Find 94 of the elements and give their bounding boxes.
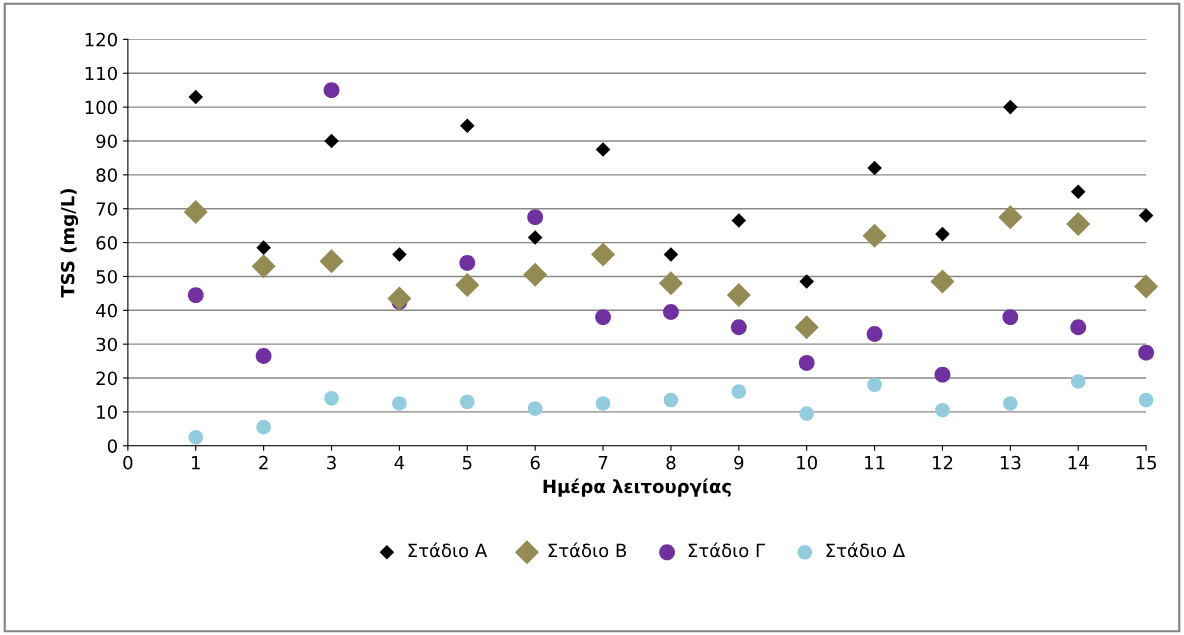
legend-label: Στάδιο Α bbox=[408, 542, 488, 558]
point bbox=[663, 304, 679, 320]
y-tick-label: 120 bbox=[85, 32, 117, 47]
point bbox=[1070, 319, 1087, 336]
y-tick-label: 10 bbox=[97, 405, 117, 420]
point bbox=[1070, 374, 1086, 389]
x-tick-label: 5 bbox=[462, 456, 472, 470]
x-tick-label: 6 bbox=[530, 455, 540, 470]
point bbox=[455, 272, 480, 297]
point bbox=[387, 286, 412, 311]
point bbox=[591, 242, 616, 267]
x-tick-label: 9 bbox=[734, 455, 744, 470]
point bbox=[323, 82, 340, 99]
y-tick-label: 100 bbox=[85, 100, 117, 115]
point bbox=[251, 254, 276, 279]
x-tick-label: 11 bbox=[865, 456, 885, 470]
point bbox=[794, 315, 819, 340]
legend-label: Στάδιο Β bbox=[548, 542, 627, 558]
y-tick-label: 70 bbox=[96, 202, 117, 216]
point bbox=[935, 402, 950, 418]
y-tick-label: 30 bbox=[96, 337, 117, 352]
point bbox=[930, 269, 955, 294]
y-tick-label: 0 bbox=[107, 439, 117, 453]
point bbox=[1134, 274, 1159, 299]
point bbox=[1138, 344, 1155, 361]
point bbox=[256, 240, 271, 255]
x-axis-title: Ημέρα λειτουργίας bbox=[543, 478, 731, 497]
point bbox=[867, 160, 882, 176]
y-tick-label: 90 bbox=[96, 134, 117, 149]
y-tick-label: 50 bbox=[96, 269, 117, 284]
x-tick-label: 0 bbox=[123, 455, 133, 470]
x-tick-label: 3 bbox=[327, 455, 336, 470]
legend-label: Στάδιο Δ bbox=[826, 542, 905, 558]
legend-label: Στάδιο Γ bbox=[688, 542, 765, 558]
point bbox=[663, 247, 679, 262]
point bbox=[527, 401, 543, 416]
x-tick-label: 13 bbox=[1000, 455, 1021, 470]
point bbox=[998, 205, 1023, 230]
y-axis-title: TSS (mg/L) bbox=[60, 189, 79, 298]
point bbox=[595, 309, 611, 325]
point bbox=[459, 254, 476, 271]
y-tick-label: 40 bbox=[96, 303, 117, 318]
point bbox=[663, 392, 679, 408]
y-tick-label: 110 bbox=[85, 66, 117, 81]
x-tick-label: 12 bbox=[932, 455, 953, 470]
point bbox=[867, 377, 882, 393]
point bbox=[1070, 184, 1086, 200]
point bbox=[527, 230, 543, 245]
point bbox=[799, 274, 814, 289]
point bbox=[392, 247, 407, 262]
x-tick-label: 7 bbox=[598, 456, 608, 470]
point bbox=[730, 319, 747, 336]
point bbox=[935, 226, 950, 242]
point bbox=[527, 209, 544, 226]
point bbox=[392, 396, 407, 411]
point bbox=[731, 213, 747, 228]
point bbox=[799, 406, 814, 421]
point bbox=[324, 133, 339, 149]
y-tick-label: 20 bbox=[96, 371, 117, 386]
point bbox=[460, 118, 475, 134]
point bbox=[1066, 211, 1091, 236]
point bbox=[731, 384, 747, 399]
x-tick-label: 2 bbox=[259, 455, 268, 470]
point bbox=[183, 200, 208, 225]
point bbox=[798, 354, 815, 371]
y-tick-label: 80 bbox=[96, 168, 117, 182]
x-tick-label: 1 bbox=[191, 456, 200, 470]
point bbox=[256, 419, 271, 435]
x-tick-label: 8 bbox=[666, 455, 676, 470]
point bbox=[1003, 396, 1018, 411]
point bbox=[460, 394, 475, 410]
point bbox=[726, 283, 751, 308]
point bbox=[523, 262, 548, 287]
point bbox=[1138, 208, 1154, 223]
point bbox=[324, 391, 339, 406]
point bbox=[595, 142, 611, 157]
point bbox=[319, 249, 344, 274]
point bbox=[187, 287, 204, 303]
point bbox=[934, 366, 951, 383]
point bbox=[595, 396, 611, 411]
x-tick-label: 14 bbox=[1068, 456, 1089, 470]
point bbox=[1138, 392, 1154, 408]
y-tick-label: 60 bbox=[96, 236, 117, 250]
x-tick-label: 4 bbox=[394, 456, 405, 470]
point bbox=[1003, 99, 1018, 115]
point bbox=[188, 430, 204, 445]
point bbox=[658, 271, 683, 296]
point bbox=[255, 348, 272, 364]
x-tick-label: 10 bbox=[797, 455, 817, 470]
point bbox=[862, 223, 887, 248]
point bbox=[1002, 309, 1019, 325]
point bbox=[866, 326, 883, 342]
point bbox=[188, 89, 204, 105]
x-tick-label: 15 bbox=[1136, 456, 1157, 470]
